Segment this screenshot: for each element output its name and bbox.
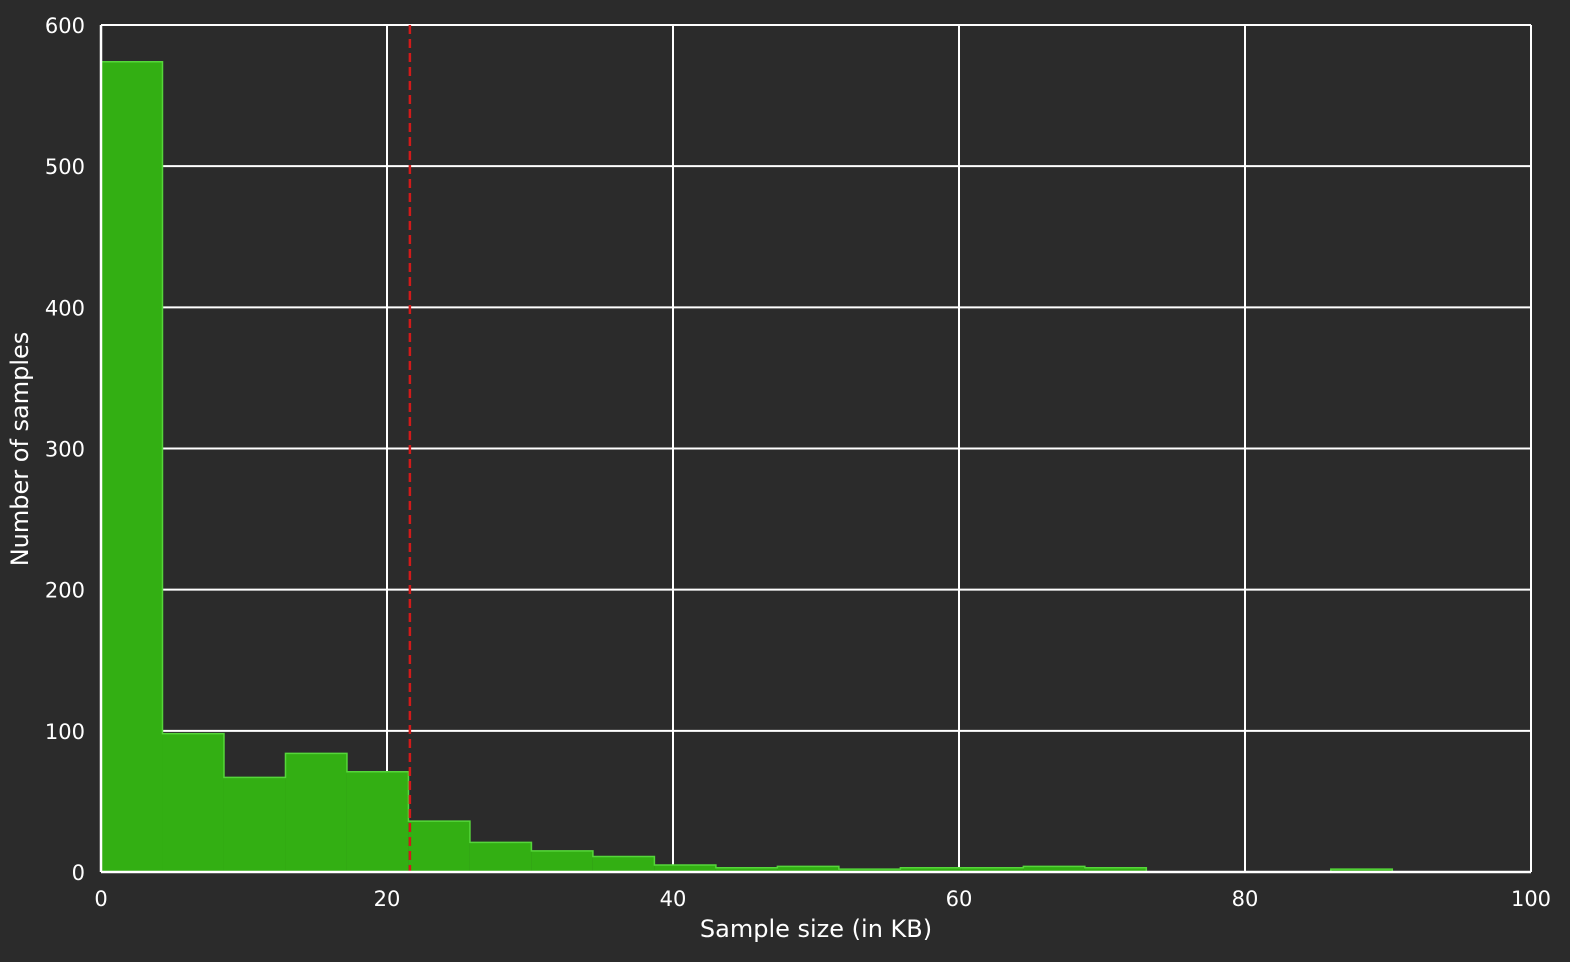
histogram-bar — [101, 61, 163, 873]
histogram-bar — [1330, 869, 1393, 872]
y-tick-label: 300 — [45, 438, 85, 462]
y-tick-label: 200 — [45, 579, 85, 603]
histogram-bar — [654, 864, 716, 872]
histogram-bar — [1023, 866, 1085, 872]
histogram-bar — [777, 866, 839, 872]
x-tick-label: 80 — [1232, 887, 1259, 911]
y-tick-label: 0 — [72, 861, 85, 885]
x-tick-label: 100 — [1511, 887, 1551, 911]
x-tick-label: 20 — [374, 887, 401, 911]
histogram-bar — [346, 771, 409, 872]
y-tick-label: 500 — [45, 155, 85, 179]
histogram-bar — [961, 867, 1024, 872]
histogram-bar — [531, 850, 593, 872]
axes-layer — [99, 25, 1531, 874]
histogram-bar — [285, 753, 347, 872]
x-tick-label: 0 — [94, 887, 107, 911]
bars-layer — [100, 60, 1394, 873]
histogram-outline — [100, 60, 1394, 873]
x-axis-label: Sample size (in KB) — [700, 915, 932, 943]
y-tick-label: 600 — [45, 14, 85, 38]
y-tick-label: 100 — [45, 720, 85, 744]
histogram-bar — [469, 842, 532, 872]
histogram-bar — [592, 856, 655, 872]
x-tick-label: 40 — [660, 887, 687, 911]
histogram-bar — [223, 777, 286, 872]
x-tick-label: 60 — [946, 887, 973, 911]
histogram-bar — [900, 867, 962, 872]
tick-labels-layer: 0 20 40 60 80 100 0 100 200 300 400 500 600 — [45, 14, 1551, 911]
y-axis-label: Number of samples — [6, 332, 34, 567]
histogram-bar — [408, 821, 470, 872]
histogram-bar — [838, 869, 901, 872]
histogram-bar — [1084, 867, 1147, 872]
y-tick-label: 400 — [45, 296, 85, 320]
histogram-bar — [162, 733, 224, 872]
grid-layer — [100, 24, 1532, 873]
histogram-bar — [715, 867, 778, 872]
